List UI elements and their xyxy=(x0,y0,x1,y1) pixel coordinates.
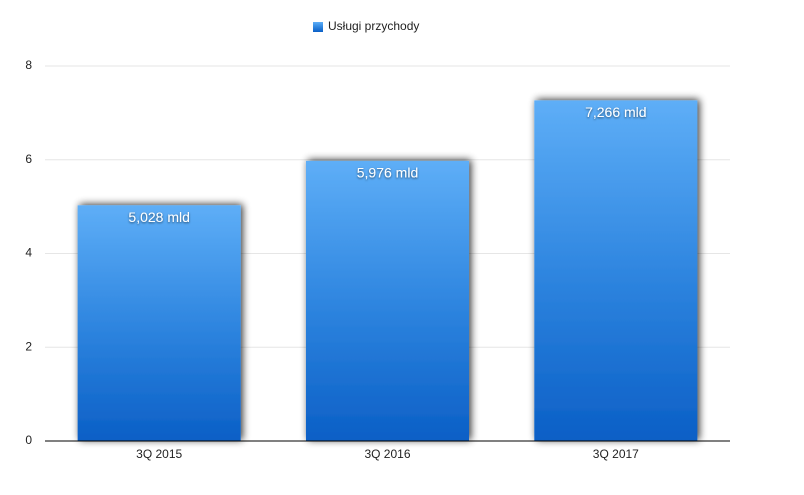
x-tick-label: 3Q 2017 xyxy=(593,447,639,461)
bar xyxy=(534,100,698,441)
y-tick-label: 0 xyxy=(25,433,32,447)
x-tick-label: 3Q 2015 xyxy=(136,447,182,461)
y-tick-label: 8 xyxy=(25,58,32,72)
bar xyxy=(305,160,470,441)
legend-swatch xyxy=(313,22,323,32)
bar xyxy=(77,205,241,441)
y-tick-label: 2 xyxy=(25,339,32,353)
y-tick-label: 6 xyxy=(25,152,32,166)
legend-label: Usługi przychody xyxy=(328,19,419,33)
x-tick-label: 3Q 2016 xyxy=(364,447,410,461)
value-label: 5,976 mld xyxy=(357,165,418,181)
y-tick-label: 4 xyxy=(25,246,32,260)
value-label: 5,028 mld xyxy=(128,209,189,225)
value-label: 7,266 mld xyxy=(585,104,646,120)
